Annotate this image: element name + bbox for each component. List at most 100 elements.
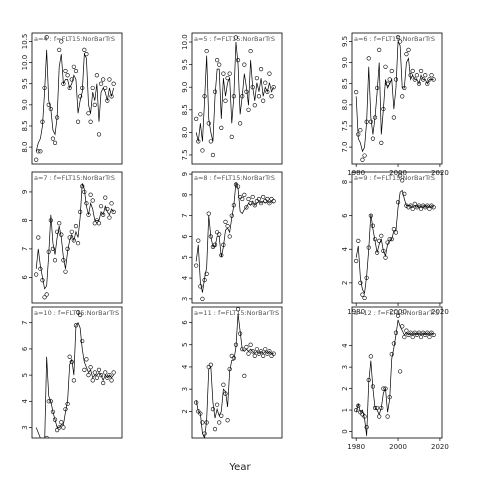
data-point — [362, 153, 367, 158]
y-tick-label: 9 — [21, 190, 29, 194]
data-point — [221, 382, 226, 387]
data-point — [215, 230, 220, 235]
data-point — [44, 35, 49, 40]
data-point — [46, 102, 51, 107]
data-point — [82, 47, 87, 53]
data-point — [406, 332, 411, 338]
data-point — [356, 238, 361, 243]
data-point — [368, 119, 373, 124]
x-tick-label: 2020 — [431, 169, 449, 177]
data-point — [416, 81, 422, 86]
data-point — [267, 71, 272, 76]
data-point — [88, 365, 93, 370]
strip-label: a=12 : f=FLT15:NorBarTrS — [354, 309, 439, 317]
data-point — [414, 332, 419, 338]
data-point — [217, 62, 222, 67]
strip-label: a=9 : f=FLT15:NorBarTrS — [354, 174, 435, 182]
data-point — [267, 201, 272, 206]
data-point — [267, 349, 272, 354]
strip-label: a=6 : f=FLT15:NorBarTrS — [354, 35, 435, 43]
data-point — [242, 373, 247, 378]
data-point — [52, 258, 58, 263]
data-point — [269, 94, 274, 99]
panel-frame — [31, 306, 123, 439]
fitted-line — [35, 183, 114, 290]
y-tick-label: 10.0 — [21, 55, 29, 71]
y-tick-label: 8.0 — [21, 142, 29, 153]
data-point — [263, 347, 268, 352]
x-tick-label: 2000 — [389, 443, 407, 451]
data-point — [395, 313, 401, 318]
data-point — [416, 330, 422, 335]
data-point — [103, 370, 108, 375]
data-point — [395, 35, 401, 40]
data-point — [221, 71, 226, 76]
y-tick-label: 3 — [21, 425, 29, 429]
data-point — [92, 102, 97, 107]
data-point — [105, 206, 110, 212]
data-point — [55, 428, 60, 433]
data-point — [204, 48, 209, 54]
data-point — [252, 103, 257, 108]
data-point — [377, 47, 382, 53]
data-point — [225, 418, 230, 423]
data-point — [261, 194, 266, 200]
y-tick-label: 9.0 — [21, 99, 29, 110]
data-point — [36, 441, 40, 445]
data-point — [210, 152, 216, 158]
data-point — [377, 238, 382, 243]
data-point — [50, 246, 56, 251]
data-point — [48, 399, 53, 404]
data-point — [368, 354, 373, 359]
data-point — [75, 310, 81, 315]
data-point — [229, 134, 234, 139]
y-tick-label: 9.0 — [181, 82, 189, 93]
data-point — [223, 219, 228, 225]
data-point — [225, 223, 230, 229]
data-point — [215, 58, 220, 63]
data-point — [402, 191, 407, 196]
plot-area — [354, 313, 436, 436]
x-tick-label: 2020 — [431, 308, 449, 316]
data-point — [389, 237, 394, 242]
data-point — [393, 230, 399, 235]
y-tick-label: 2 — [341, 386, 349, 390]
data-point — [86, 111, 91, 116]
data-point — [389, 352, 394, 357]
data-point — [379, 233, 384, 238]
data-point — [402, 334, 407, 340]
data-point — [416, 203, 422, 208]
x-tick-label: 1980 — [347, 443, 365, 451]
y-tick-label: 8.0 — [341, 99, 349, 110]
data-point — [391, 115, 396, 120]
fitted-line — [355, 189, 434, 294]
strip-label: a=8 : f=FLT15:NorBarTrS — [194, 174, 275, 182]
data-point — [109, 94, 114, 99]
data-point — [423, 73, 428, 78]
data-point — [111, 81, 116, 86]
data-point — [250, 349, 255, 354]
data-point — [250, 194, 255, 200]
y-tick-label: 3 — [181, 297, 189, 301]
data-point — [366, 56, 371, 61]
y-tick-label: 8 — [341, 180, 349, 184]
data-point — [425, 81, 430, 86]
data-point — [385, 414, 390, 419]
y-tick-label: 9.0 — [341, 57, 349, 68]
fitted-line — [355, 41, 434, 153]
data-point — [256, 351, 262, 356]
data-point — [59, 420, 64, 425]
data-point — [391, 227, 396, 232]
data-point — [34, 272, 39, 277]
data-point — [423, 332, 428, 338]
data-point — [69, 229, 74, 234]
data-point — [41, 447, 45, 451]
plot-area — [194, 35, 276, 158]
data-point — [208, 362, 213, 367]
data-point — [43, 449, 47, 453]
data-point — [215, 402, 220, 407]
data-point — [212, 427, 218, 432]
panel-frame — [351, 306, 443, 439]
fitted-line — [35, 49, 114, 152]
panel-frame — [191, 306, 283, 439]
